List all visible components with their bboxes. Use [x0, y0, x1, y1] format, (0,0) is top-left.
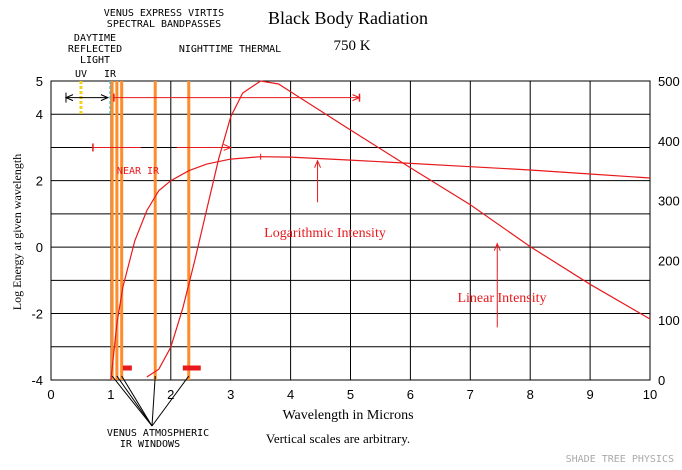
y-right-tick-label: 400: [658, 134, 680, 149]
linear-intensity-curve: [146, 80, 651, 378]
y-left-tick-label: -2: [31, 307, 43, 322]
x-tick-label: 1: [107, 387, 114, 402]
x-tick-label: 4: [287, 387, 294, 402]
x-tick-label: 9: [586, 387, 593, 402]
windows-label-line-1: VENUS ATMOSPHERIC: [107, 428, 209, 439]
near-ir-label: NEAR IR: [117, 166, 160, 177]
chart-subtitle: 750 K: [333, 38, 370, 54]
logarithmic-intensity-curve: [110, 156, 651, 381]
ir-window-leader-line: [111, 375, 153, 427]
log-intensity-pointer-head: [314, 159, 322, 168]
x-tick-label: 3: [227, 387, 234, 402]
ir-range-arrow-right: [352, 94, 361, 102]
ir-label: IR: [104, 69, 117, 80]
annotation-layer: [64, 92, 501, 427]
y-right-tick-label: 100: [658, 313, 680, 328]
x-tick-label: 0: [47, 387, 54, 402]
y-left-tick-label: 0: [36, 240, 43, 255]
scale-note: Vertical scales are arbitrary.: [266, 431, 410, 446]
x-tick-label: 7: [467, 387, 474, 402]
series-layer: [110, 80, 651, 381]
near-ir-range-arrow-right: [223, 143, 232, 151]
daytime-label-line-3: LIGHT: [80, 55, 110, 66]
bandpass-layer: [79, 81, 201, 380]
uv-label: UV: [75, 69, 87, 80]
windows-label-line-2: IR WINDOWS: [120, 439, 180, 450]
linear-intensity-label: Linear Intensity: [457, 291, 546, 306]
virtis-label-line-2: SPECTRAL BANDPASSES: [107, 19, 221, 30]
y-left-tick-label: 5: [36, 74, 43, 89]
ir-window-leader-line: [116, 375, 153, 427]
chart-title: Black Body Radiation: [268, 8, 428, 28]
x-axis-label: Wavelength in Microns: [282, 408, 413, 423]
y-axis-label-left: Log Energy at given wavelength: [10, 154, 24, 310]
uv-range-arrow-right: [100, 94, 110, 102]
text-layer: Black Body Radiation 750 K Wavelength in…: [10, 8, 674, 465]
ir-window-leader-line: [121, 375, 153, 427]
daytime-label-line-1: DAYTIME: [74, 33, 116, 44]
x-tick-label: 8: [527, 387, 534, 402]
y-right-tick-label: 200: [658, 253, 680, 268]
y-right-tick-label: 300: [658, 194, 680, 209]
y-left-tick-label: 4: [36, 107, 43, 122]
ir-window-leader-line: [151, 375, 156, 427]
ir-window-leader-line: [151, 375, 190, 427]
virtis-label-line-1: VENUS EXPRESS VIRTIS: [104, 8, 224, 19]
linear-intensity-pointer-head: [493, 242, 501, 251]
y-left-tick-label: -4: [31, 373, 43, 388]
nighttime-label: NIGHTTIME THERMAL: [179, 44, 281, 55]
x-tick-label: 2: [167, 387, 174, 402]
x-tick-label: 10: [643, 387, 657, 402]
x-tick-label: 5: [347, 387, 354, 402]
y-right-tick-label: 0: [658, 373, 665, 388]
x-tick-label: 6: [407, 387, 414, 402]
log-intensity-label: Logarithmic Intensity: [264, 226, 386, 241]
daytime-label-line-2: REFLECTED: [68, 44, 122, 55]
grid-layer: 0 1 2 3 4 5 6 7 8 9 10 -4 -2 0 2 4 5 0 100 200 300 400 500: [31, 74, 679, 402]
y-left-tick-label: 2: [36, 174, 43, 189]
y-right-tick-label: 500: [658, 74, 680, 89]
plot-frame: [50, 80, 651, 381]
credit-label: SHADE TREE PHYSICS: [566, 454, 674, 465]
uv-range-arrow-left: [64, 94, 74, 102]
